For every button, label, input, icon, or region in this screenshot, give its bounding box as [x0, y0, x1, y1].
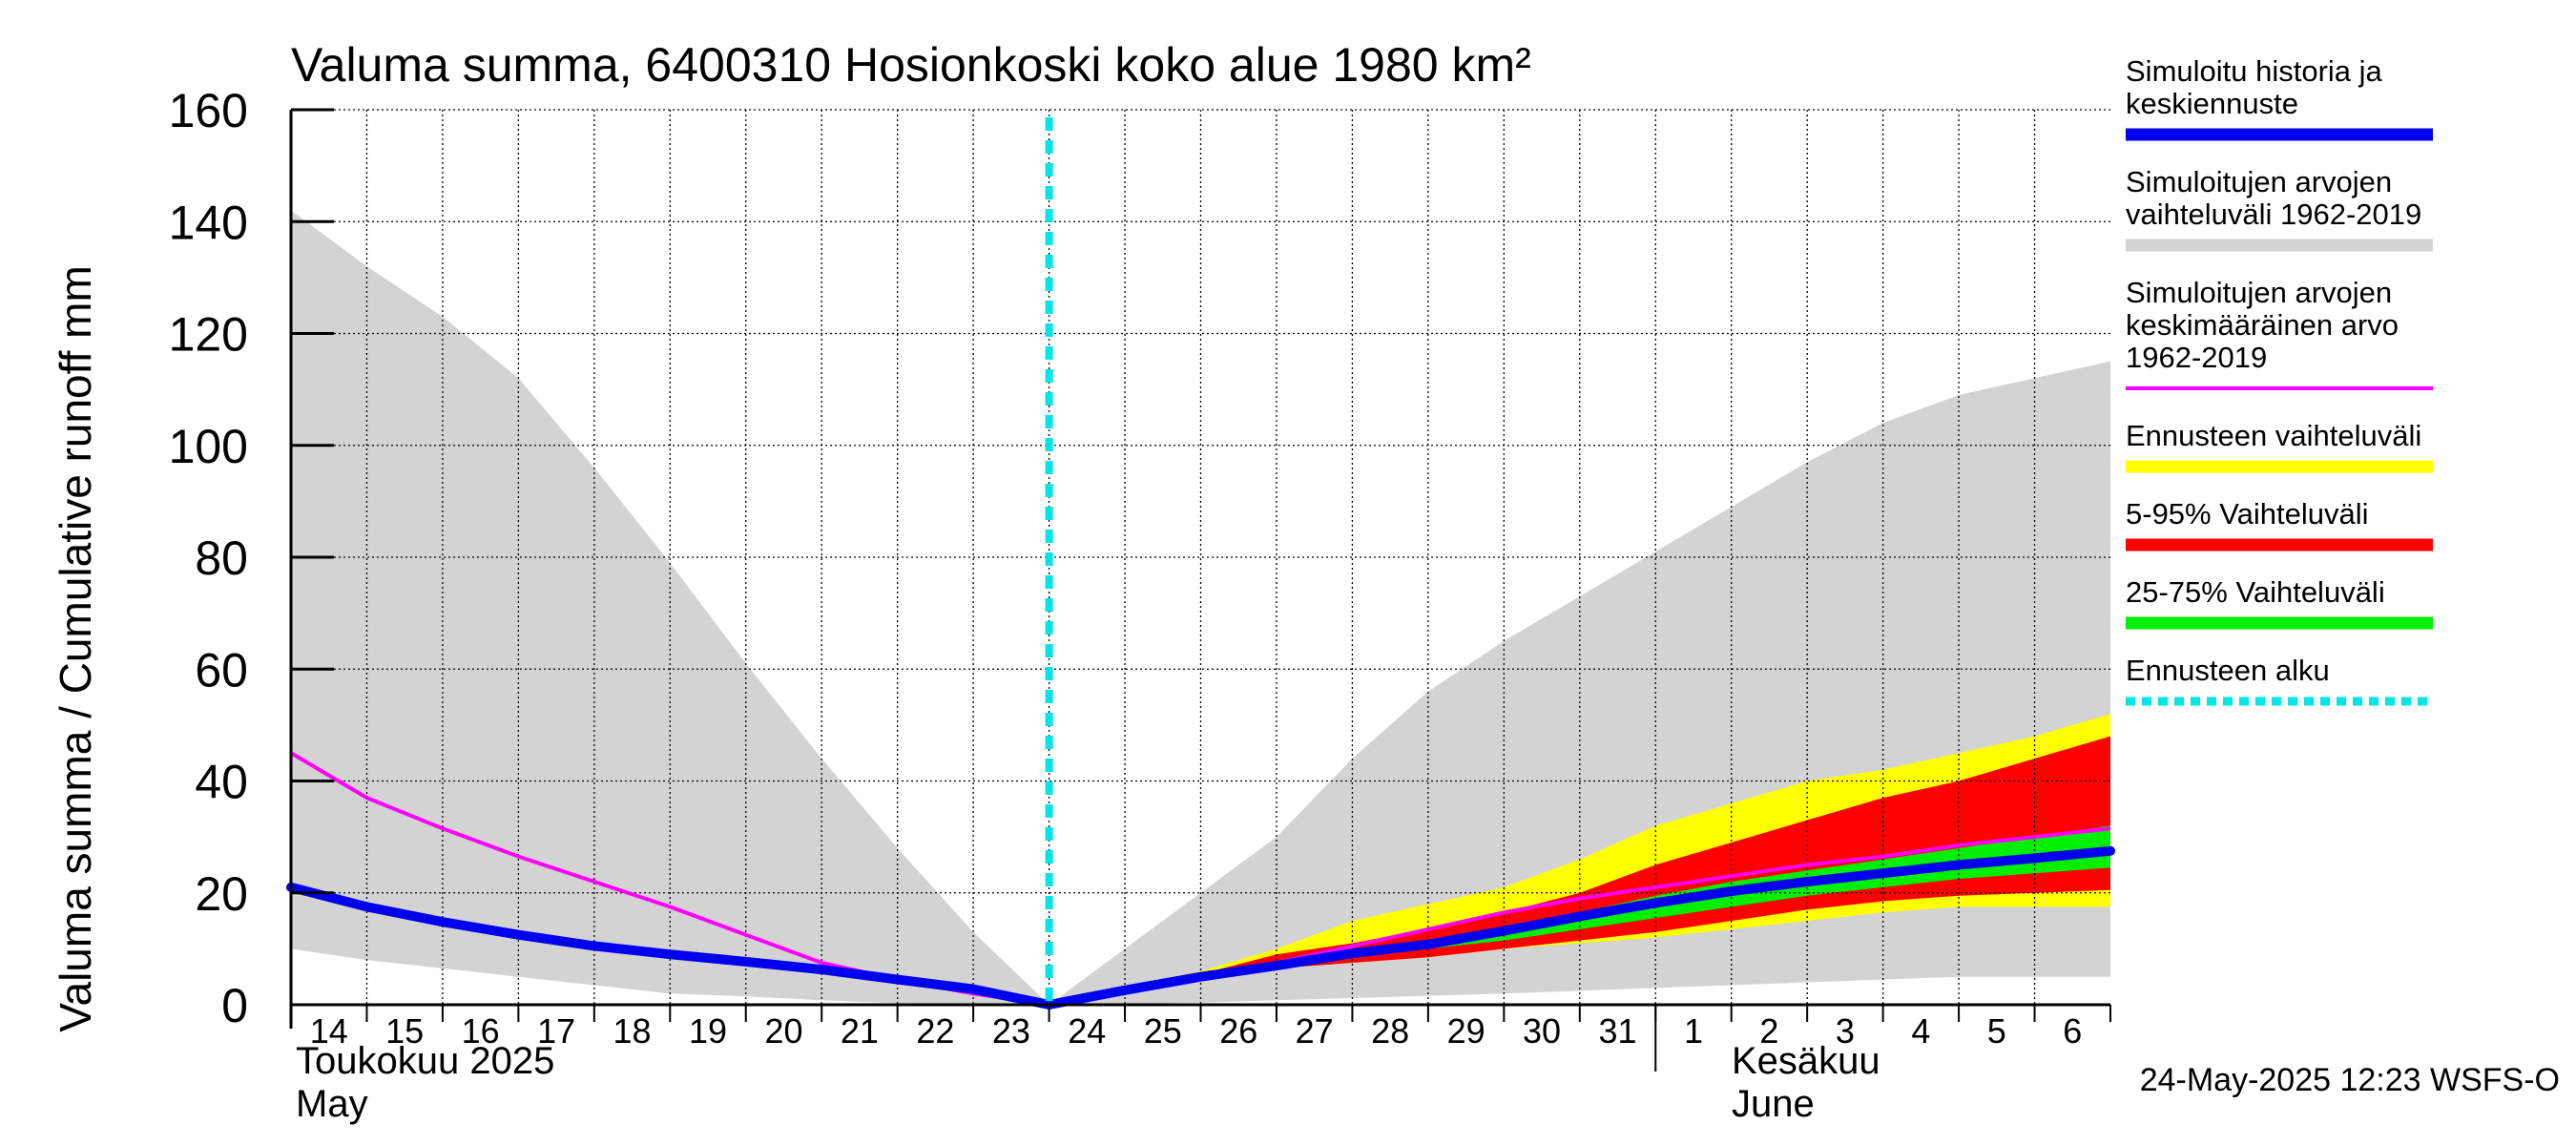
x-tick-label: 6	[2063, 1011, 2082, 1051]
legend-label: 25-75% Vaihteluväli	[2126, 575, 2385, 609]
x-tick-label: 30	[1523, 1011, 1561, 1051]
month-label-may-en: May	[296, 1083, 368, 1125]
x-tick-label: 22	[916, 1011, 954, 1051]
x-tick-label: 15	[385, 1011, 424, 1051]
legend-label: 1962-2019	[2126, 341, 2267, 374]
x-tick-label: 2	[1759, 1011, 1778, 1051]
x-tick-label: 21	[841, 1011, 879, 1051]
y-tick-label: 120	[169, 308, 248, 362]
y-tick-label: 80	[195, 531, 248, 585]
x-tick-label: 25	[1144, 1011, 1182, 1051]
legend-label: Simuloitujen arvojen	[2126, 276, 2392, 309]
legend-label: Simuloitujen arvojen	[2126, 165, 2392, 198]
y-axis-label: Valuma summa / Cumulative runoff mm	[51, 265, 100, 1032]
x-tick-label: 5	[1987, 1011, 2006, 1051]
x-tick-label: 1	[1684, 1011, 1703, 1051]
x-tick-label: 31	[1598, 1011, 1636, 1051]
chart-title: Valuma summa, 6400310 Hosionkoski koko a…	[291, 38, 1531, 92]
month-label-may-fi: Toukokuu 2025	[296, 1040, 554, 1082]
x-tick-label: 16	[462, 1011, 500, 1051]
x-tick-label: 3	[1836, 1011, 1855, 1051]
x-tick-label: 28	[1371, 1011, 1409, 1051]
x-tick-label: 27	[1296, 1011, 1334, 1051]
forecast-range-band	[1049, 714, 2110, 1005]
x-tick-label: 29	[1447, 1011, 1485, 1051]
legend-label: Simuloitu historia ja	[2126, 54, 2383, 88]
x-tick-label: 18	[613, 1011, 652, 1051]
y-tick-label: 140	[169, 196, 248, 249]
x-tick-label: 20	[764, 1011, 802, 1051]
y-tick-label: 160	[169, 84, 248, 137]
legend-label: keskimääräinen arvo	[2126, 308, 2399, 342]
y-tick-label: 100	[169, 420, 248, 473]
legend-label: Ennusteen alku	[2126, 654, 2330, 687]
x-tick-label: 17	[537, 1011, 575, 1051]
month-label-june-fi: Kesäkuu	[1732, 1040, 1880, 1082]
legend-label: vaihteluväli 1962-2019	[2126, 198, 2421, 231]
y-tick-label: 20	[195, 867, 248, 921]
footer-timestamp: 24-May-2025 12:23 WSFS-O	[2140, 1062, 2560, 1098]
historical-range-band	[291, 210, 2110, 1005]
y-tick-label: 60	[195, 643, 248, 697]
x-tick-label: 23	[992, 1011, 1030, 1051]
x-tick-label: 26	[1219, 1011, 1257, 1051]
x-tick-label: 14	[310, 1011, 348, 1051]
y-tick-label: 0	[221, 979, 248, 1032]
legend-label: Ennusteen vaihteluväli	[2126, 419, 2421, 452]
month-label-june-en: June	[1732, 1083, 1815, 1125]
legend-label: 5-95% Vaihteluväli	[2126, 497, 2368, 531]
simulated-history-line	[286, 845, 2115, 1010]
legend-label: keskiennuste	[2126, 87, 2298, 120]
grid	[291, 109, 2110, 1005]
x-tick-label: 19	[689, 1011, 727, 1051]
x-tick-label: 4	[1911, 1011, 1930, 1051]
y-tick-label: 40	[195, 756, 248, 809]
x-tick-label: 24	[1068, 1011, 1106, 1051]
